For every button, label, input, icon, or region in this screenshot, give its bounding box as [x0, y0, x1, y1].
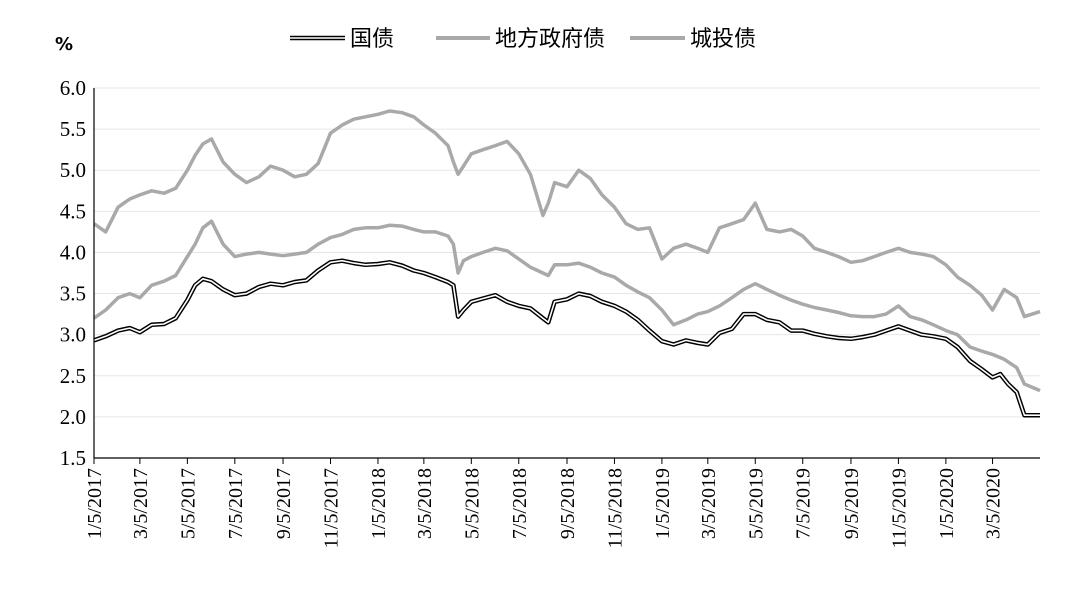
series-layer — [92, 109, 1041, 418]
y-tick-label: 2.0 — [60, 405, 86, 429]
legend-label: 国债 — [350, 27, 394, 52]
series-line-guozhai-outer — [93, 258, 1040, 418]
x-tick-label: 9/5/2017 — [273, 468, 295, 539]
x-axis-ticks: 1/5/2017 3/5/2017 5/5/2017 7/5/2017 9/5/2017… — [84, 458, 1005, 548]
y-axis-ticks: 1.5 2.0 2.5 3.0 3.5 4.0 4.5 5.0 5.5 6.0 — [60, 76, 86, 470]
y-tick-label: 6.0 — [60, 76, 86, 100]
x-tick-label: 1/5/2019 — [652, 468, 674, 539]
series-line-chengtou — [92, 109, 1041, 319]
x-tick-label: 7/5/2017 — [225, 468, 247, 539]
x-tick-label: 3/5/2020 — [983, 468, 1005, 539]
x-tick-label: 5/5/2018 — [461, 468, 483, 539]
x-tick-label: 3/5/2019 — [698, 468, 720, 539]
y-tick-label: 4.0 — [60, 240, 86, 264]
y-tick-label: 5.5 — [60, 117, 86, 141]
series-line-guozhai-inner — [93, 259, 1040, 416]
x-tick-label: 1/5/2017 — [84, 468, 106, 539]
x-tick-label: 3/5/2017 — [130, 468, 152, 539]
y-tick-label: 2.5 — [60, 364, 86, 388]
x-tick-label: 7/5/2019 — [793, 468, 815, 539]
axes — [93, 88, 1040, 459]
x-tick-label: 11/5/2018 — [604, 468, 626, 548]
x-tick-label: 11/5/2017 — [321, 468, 343, 548]
y-tick-label: 4.5 — [60, 199, 86, 223]
x-tick-label: 7/5/2018 — [509, 468, 531, 539]
x-tick-label: 3/5/2018 — [414, 468, 436, 539]
y-tick-label: 3.5 — [60, 282, 86, 306]
legend-label: 城投债 — [690, 27, 756, 52]
x-tick-label: 9/5/2019 — [841, 468, 863, 539]
x-tick-label: 1/5/2018 — [368, 468, 390, 539]
unit-label: % — [55, 34, 73, 55]
y-tick-label: 1.5 — [60, 446, 86, 470]
legend-label: 地方政府债 — [495, 27, 605, 52]
x-tick-label: 5/5/2019 — [745, 468, 767, 539]
series-line-difang — [92, 219, 1041, 393]
x-tick-label: 5/5/2017 — [177, 468, 199, 539]
x-tick-label: 1/5/2020 — [936, 468, 958, 539]
x-tick-label: 11/5/2019 — [888, 468, 910, 548]
x-tick-label: 9/5/2018 — [557, 468, 579, 539]
y-tick-label: 5.0 — [60, 158, 86, 182]
gridlines — [94, 87, 1040, 418]
y-tick-label: 3.0 — [60, 323, 86, 347]
legend: 国债 地方政府债 城投债 — [290, 27, 756, 52]
